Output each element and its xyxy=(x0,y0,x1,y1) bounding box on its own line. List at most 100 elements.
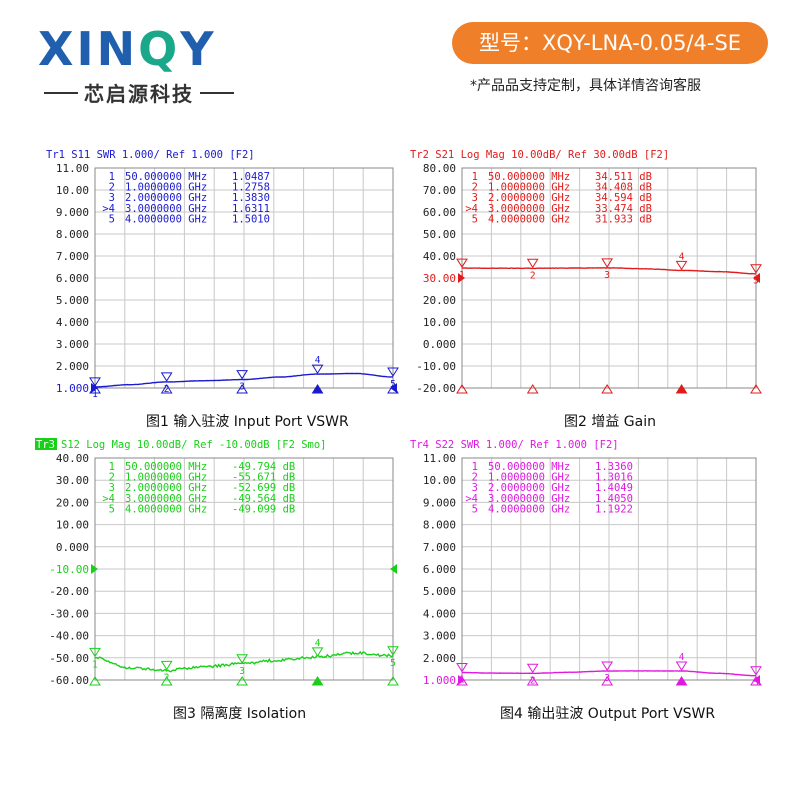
marker-triangle xyxy=(89,647,101,658)
y-tick-label: 9.000 xyxy=(423,496,456,509)
marker-table-id: 3 xyxy=(472,192,478,204)
marker-table-value: 34.511 dB xyxy=(595,171,652,183)
marker-table-value: 31.933 dB xyxy=(595,213,652,225)
marker-table-value: 1.1922 xyxy=(595,503,633,515)
y-tick-label: 1.000 xyxy=(56,382,89,395)
axis-marker xyxy=(311,676,324,686)
y-tick-label: 0.000 xyxy=(423,338,456,351)
marker-label: 4 xyxy=(315,355,321,366)
y-tick-label: 6.000 xyxy=(56,272,89,285)
marker-table-value: -52.699 dB xyxy=(232,482,295,494)
axis-marker xyxy=(387,384,399,394)
y-tick-label: 10.00 xyxy=(423,316,456,329)
marker-table-freq: 50.000000 MHz xyxy=(488,461,570,473)
marker-table-id: >4 xyxy=(465,203,478,215)
marker-triangle xyxy=(675,661,688,671)
axis-marker xyxy=(311,384,324,394)
marker-table-id: 1 xyxy=(472,171,478,183)
marker-table-freq: 1.0000000 GHz xyxy=(125,182,207,194)
marker-table-value: 1.5010 xyxy=(232,213,270,225)
marker-label: 2 xyxy=(530,270,536,281)
y-tick-label: 50.00 xyxy=(423,228,456,241)
ref-marker-right xyxy=(390,383,397,393)
marker-triangle xyxy=(601,258,614,268)
axis-marker xyxy=(456,676,468,686)
y-tick-label: 11.00 xyxy=(423,452,456,465)
marker-triangle xyxy=(311,647,324,657)
marker-table-id: >4 xyxy=(102,493,115,505)
caption-s22: 图4 输出驻波 Output Port VSWR xyxy=(500,706,716,722)
trace-line xyxy=(94,650,394,673)
ref-marker-left xyxy=(91,564,98,574)
marker-table-id: 2 xyxy=(472,182,478,194)
y-tick-label: -50.00 xyxy=(49,652,89,665)
marker-table-freq: 4.0000000 GHz xyxy=(125,213,207,225)
chart-title: Tr4 S22 SWR 1.000/ Ref 1.000 [F2] xyxy=(410,439,619,451)
marker-label: 5 xyxy=(753,276,759,287)
logo-wordmark: XINQY xyxy=(38,22,217,76)
marker-label: 1 xyxy=(459,675,465,686)
y-tick-label: -10.00 xyxy=(416,360,456,373)
marker-table-value: 1.2758 xyxy=(232,182,270,194)
marker-label: 4 xyxy=(679,652,685,663)
marker-triangle xyxy=(601,661,614,671)
y-tick-label: 1.000 xyxy=(423,674,456,687)
chart-title: S12 Log Mag 10.00dB/ Ref -10.00dB [F2 Sm… xyxy=(61,439,327,451)
trace-line xyxy=(95,372,393,388)
marker-triangle xyxy=(236,370,249,380)
y-tick-label: 11.00 xyxy=(56,162,89,175)
ref-marker-left xyxy=(458,675,465,685)
marker-table-freq: 3.0000000 GHz xyxy=(488,493,570,505)
marker-label: 5 xyxy=(753,678,759,689)
y-tick-label: 0.000 xyxy=(56,541,89,554)
marker-table-freq: 4.0000000 GHz xyxy=(125,503,207,515)
caption-s21: 图2 增益 Gain xyxy=(564,414,656,430)
marker-table-value: 1.0487 xyxy=(232,171,270,183)
custom-note: *产品品支持定制，具体详情咨询客服 xyxy=(470,78,701,94)
marker-table-freq: 2.0000000 GHz xyxy=(488,192,570,204)
marker-table-id: 1 xyxy=(472,461,478,473)
marker-table-freq: 3.0000000 GHz xyxy=(488,203,570,215)
ref-marker-right xyxy=(390,564,397,574)
chart-svg: Tr2 S21 Log Mag 10.00dB/ Ref 30.00dB [F2… xyxy=(410,149,762,395)
marker-table-freq: 50.000000 MHz xyxy=(125,171,207,183)
y-tick-label: 30.00 xyxy=(423,272,456,285)
y-tick-label: 2.000 xyxy=(56,360,89,373)
chart-s12-isolation: Tr3 S12 Log Mag 10.00dB/ Ref -10.00dB [F2… xyxy=(10,436,405,694)
axis-marker xyxy=(89,384,101,394)
marker-table-value: 34.408 dB xyxy=(595,182,652,194)
chart-title: Tr2 S21 Log Mag 10.00dB/ Ref 30.00dB [F2… xyxy=(410,149,669,161)
marker-label: 3 xyxy=(604,673,610,684)
y-tick-label: 80.00 xyxy=(423,162,456,175)
axis-marker xyxy=(526,676,539,686)
marker-table-freq: 1.0000000 GHz xyxy=(488,472,570,484)
marker-table-freq: 2.0000000 GHz xyxy=(125,192,207,204)
marker-label: 1 xyxy=(92,389,98,400)
y-tick-label: -40.00 xyxy=(49,630,89,643)
y-tick-label: -30.00 xyxy=(49,607,89,620)
y-tick-label: 7.000 xyxy=(56,250,89,263)
marker-label: 4 xyxy=(679,251,685,262)
marker-table-value: -49.794 dB xyxy=(232,461,295,473)
marker-table-freq: 1.0000000 GHz xyxy=(125,472,207,484)
marker-triangle xyxy=(526,258,539,269)
marker-label: 2 xyxy=(530,675,536,686)
caption-s11: 图1 输入驻波 Input Port VSWR xyxy=(146,414,349,430)
axis-marker xyxy=(160,676,173,686)
y-tick-label: 10.00 xyxy=(56,519,89,532)
marker-table-value: 33.474 dB xyxy=(595,203,652,215)
y-tick-label: 40.00 xyxy=(423,250,456,263)
y-tick-label: 8.000 xyxy=(56,228,89,241)
chart-svg: Tr4 S22 SWR 1.000/ Ref 1.000 [F2]11.00 10… xyxy=(410,439,762,689)
axis-marker xyxy=(750,676,762,686)
y-tick-label: 6.000 xyxy=(423,563,456,576)
y-tick-label: 10.00 xyxy=(56,184,89,197)
marker-table-id: 3 xyxy=(472,482,478,494)
marker-table-value: 1.6311 xyxy=(232,203,270,215)
marker-table-id: 2 xyxy=(109,182,115,194)
marker-label: 2 xyxy=(164,384,170,395)
chart-svg: Tr3 S12 Log Mag 10.00dB/ Ref -10.00dB [F2… xyxy=(35,438,399,687)
marker-triangle xyxy=(456,663,468,673)
marker-label: 4 xyxy=(315,638,321,649)
marker-table-value: 1.3016 xyxy=(595,472,633,484)
